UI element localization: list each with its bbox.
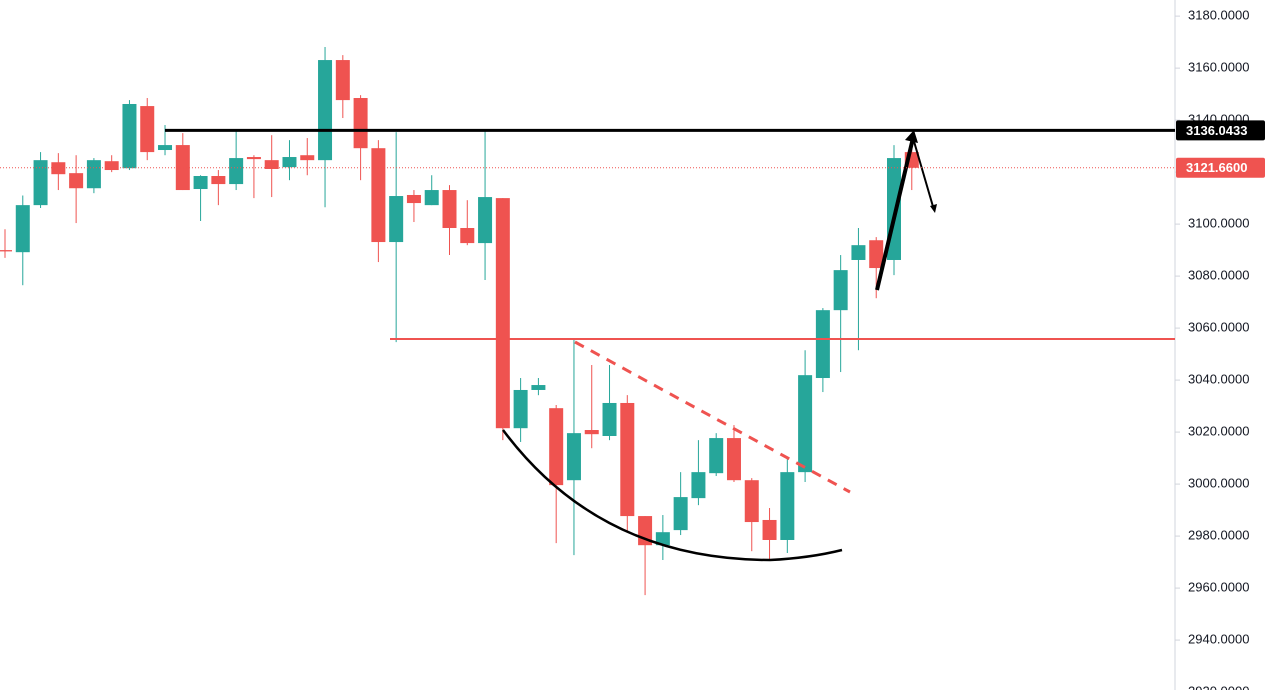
price-label-box bbox=[1176, 120, 1265, 141]
candle-body bbox=[833, 270, 848, 311]
candle-body bbox=[51, 162, 66, 175]
candle-body bbox=[282, 157, 297, 168]
candle-body bbox=[780, 472, 795, 540]
y-tick-label: 2940.0000 bbox=[1188, 632, 1249, 647]
candle-body bbox=[406, 194, 421, 204]
candle-body bbox=[851, 245, 866, 260]
candle-body bbox=[300, 155, 315, 161]
price-label: 3121.6600 bbox=[1186, 160, 1247, 175]
rounding-bottom-arc bbox=[501, 429, 843, 562]
candle-body bbox=[442, 190, 457, 229]
y-tick-label: 2980.0000 bbox=[1188, 528, 1249, 543]
y-tick-label: 2920.0000 bbox=[1188, 684, 1249, 690]
candle-body bbox=[460, 228, 475, 244]
candle-body bbox=[869, 240, 884, 269]
trend-line bbox=[574, 340, 851, 494]
candle-body bbox=[709, 438, 724, 474]
candle-body bbox=[424, 190, 439, 206]
candle-body bbox=[0, 250, 12, 252]
candle-body bbox=[175, 145, 190, 191]
candle-body bbox=[264, 160, 279, 169]
candle-body bbox=[86, 160, 101, 189]
candle-body bbox=[655, 532, 670, 546]
price-label-box bbox=[1176, 157, 1265, 178]
candle-body bbox=[726, 438, 741, 481]
candle-body bbox=[513, 389, 528, 429]
candle-body bbox=[246, 157, 261, 160]
y-tick-label: 3020.0000 bbox=[1188, 424, 1249, 439]
arrow-head bbox=[930, 204, 937, 213]
arrow-head bbox=[905, 130, 918, 143]
candle-body bbox=[815, 310, 830, 379]
candle-body bbox=[673, 497, 688, 531]
candle-body bbox=[140, 106, 155, 153]
y-tick-label: 3000.0000 bbox=[1188, 476, 1249, 491]
candle-body bbox=[584, 430, 599, 435]
candle-body bbox=[15, 205, 30, 253]
candle-body bbox=[389, 196, 404, 243]
candle-body bbox=[691, 472, 706, 499]
y-tick-label: 3080.0000 bbox=[1188, 268, 1249, 283]
y-tick-label: 3040.0000 bbox=[1188, 372, 1249, 387]
candle-body bbox=[229, 158, 244, 185]
candle-body bbox=[744, 480, 759, 523]
candle-body bbox=[495, 198, 510, 429]
y-tick-label: 2960.0000 bbox=[1188, 580, 1249, 595]
candle-body bbox=[762, 519, 777, 540]
candle-body bbox=[122, 103, 137, 169]
candle-body bbox=[69, 173, 84, 189]
candle-body bbox=[549, 408, 564, 486]
y-tick-label: 3100.0000 bbox=[1188, 216, 1249, 231]
candle-body bbox=[371, 148, 386, 243]
candle-body bbox=[158, 145, 173, 151]
y-tick-label: 3160.0000 bbox=[1188, 60, 1249, 75]
candle-body bbox=[33, 160, 48, 206]
candle-body bbox=[193, 176, 208, 190]
candle-body bbox=[620, 402, 635, 517]
candle-body bbox=[211, 176, 226, 185]
candle-body bbox=[566, 433, 581, 481]
candle-body bbox=[602, 402, 617, 436]
y-tick-label: 3180.0000 bbox=[1188, 8, 1249, 23]
arrow-down bbox=[912, 137, 935, 211]
candle-body bbox=[478, 197, 493, 244]
candle-body bbox=[104, 161, 119, 171]
candle-body bbox=[318, 60, 333, 161]
candle-body bbox=[335, 60, 350, 101]
arrow-up bbox=[875, 137, 915, 291]
candle-body bbox=[353, 98, 368, 149]
candle-body bbox=[798, 375, 813, 473]
price-label: 3136.0433 bbox=[1186, 123, 1247, 138]
y-tick-label: 3060.0000 bbox=[1188, 320, 1249, 335]
candle-body bbox=[531, 385, 546, 390]
